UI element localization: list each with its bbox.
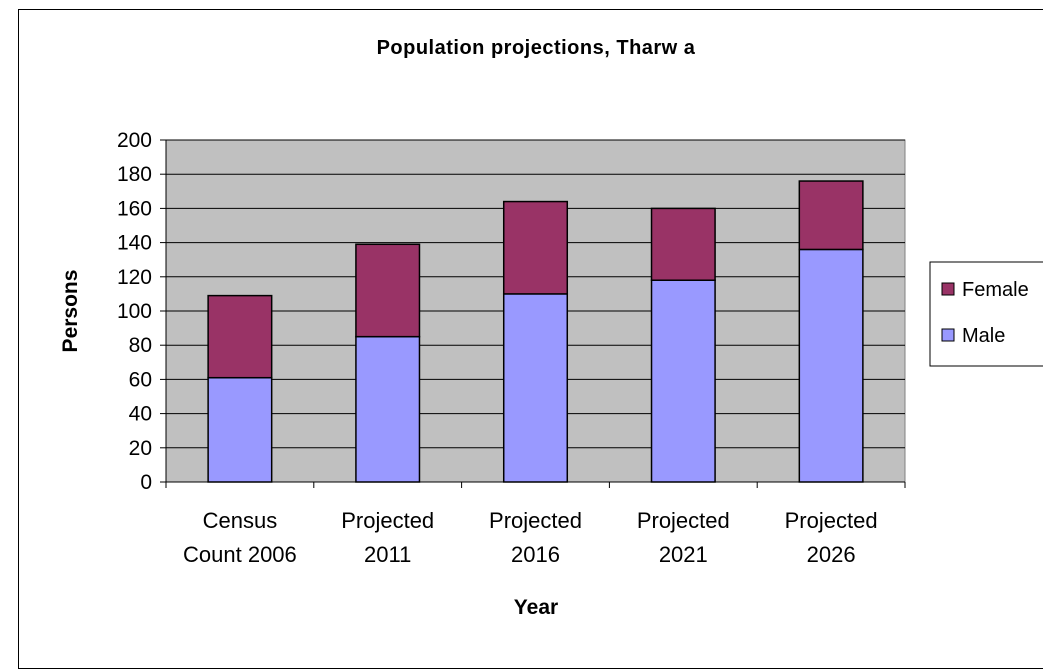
x-tick-label: Census xyxy=(203,508,278,533)
y-tick-label: 40 xyxy=(129,403,152,426)
y-tick-label: 0 xyxy=(140,471,152,494)
y-axis-title: Persons xyxy=(59,270,82,353)
x-category-labels: Census Count 2006 Projected 2011 Projected 20… xyxy=(183,508,878,567)
bar-female xyxy=(798,180,864,251)
x-tick-label: Count 2006 xyxy=(183,542,297,567)
y-tick-label: 60 xyxy=(129,368,152,391)
y-tick-label: 80 xyxy=(129,334,152,357)
y-tick-label: 120 xyxy=(117,266,152,289)
y-tick-label: 200 xyxy=(117,129,152,152)
x-tick-label: 2011 xyxy=(364,542,411,567)
x-tick-label: Projected xyxy=(341,508,434,533)
bar-female xyxy=(355,243,421,338)
y-tick-label: 180 xyxy=(117,163,152,186)
x-axis-title: Year xyxy=(514,596,558,619)
bar-female xyxy=(650,207,716,281)
legend-label-female: Female xyxy=(962,279,1029,301)
legend: Female Male xyxy=(929,261,1043,367)
x-tick-label: Projected xyxy=(489,508,582,533)
x-tick-label: 2016 xyxy=(511,542,560,567)
bar-female xyxy=(207,294,273,379)
legend-swatch-male xyxy=(941,328,955,342)
bar-male xyxy=(798,248,864,483)
legend-label-male: Male xyxy=(962,325,1005,347)
y-tick-label: 140 xyxy=(117,232,152,255)
y-tick-labels: 0 20 40 60 80 100 120 140 160 180 200 xyxy=(117,129,152,494)
y-tick-label: 20 xyxy=(129,437,152,460)
axes xyxy=(160,139,906,488)
x-tick-label: 2026 xyxy=(807,542,856,567)
legend-box xyxy=(929,261,1043,367)
chart-title: Population projections, Tharw a xyxy=(377,37,696,59)
bar-female xyxy=(502,200,569,295)
bars xyxy=(207,180,864,483)
x-tick-label: 2021 xyxy=(659,542,708,567)
y-tick-label: 100 xyxy=(117,300,152,323)
bar-male xyxy=(650,279,716,483)
bar-male xyxy=(355,335,421,483)
x-tick-label: Projected xyxy=(785,508,878,533)
bar-male xyxy=(207,376,273,483)
bar-male xyxy=(502,293,569,483)
legend-swatch-female xyxy=(941,282,955,296)
x-tick-label: Projected xyxy=(637,508,730,533)
y-tick-label: 160 xyxy=(117,197,152,220)
